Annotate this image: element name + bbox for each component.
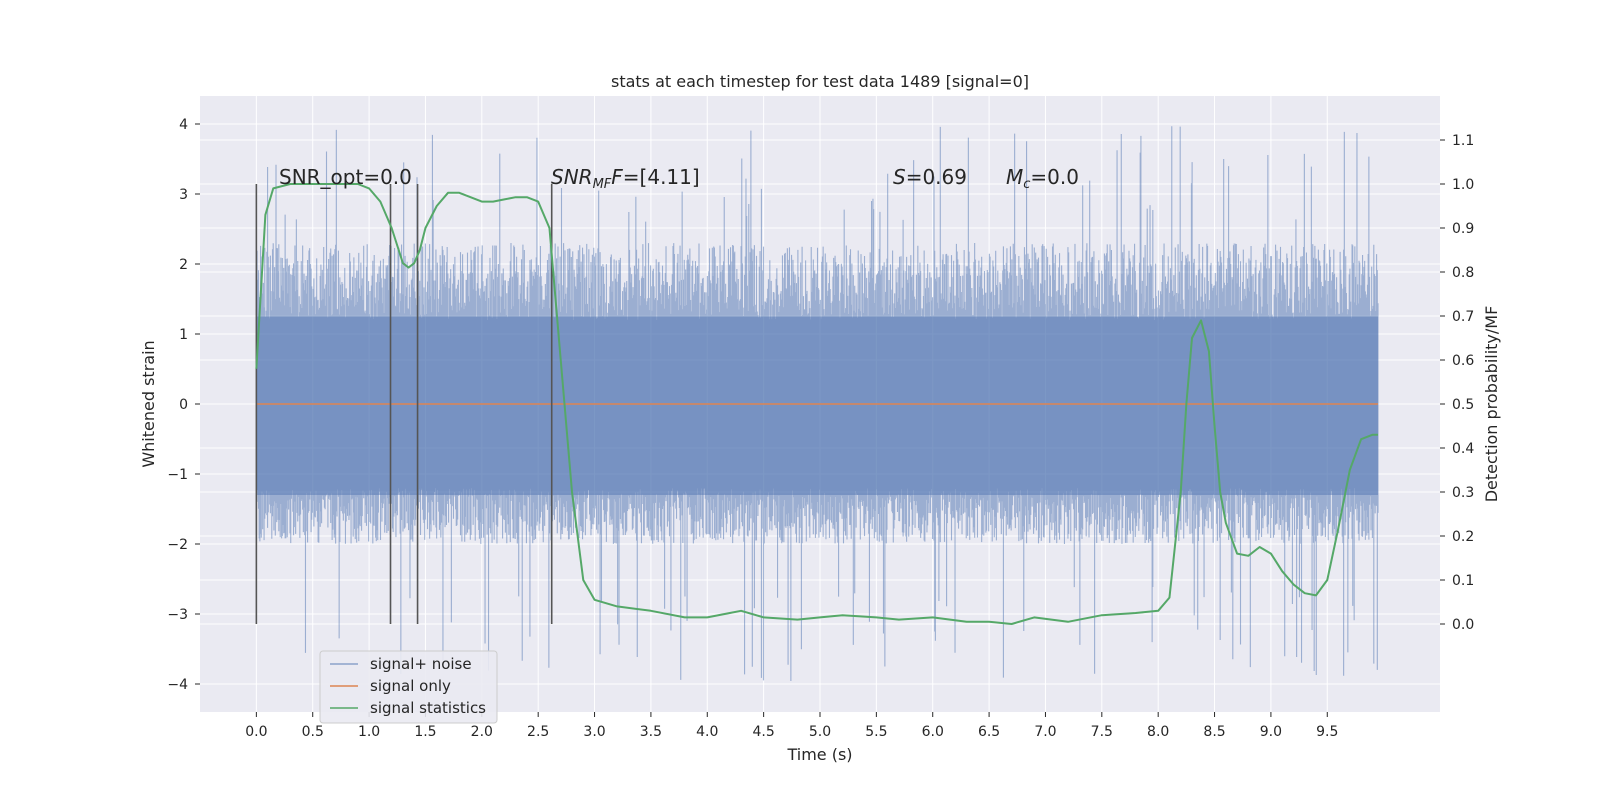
x-tick-label: 8.5 bbox=[1203, 724, 1225, 740]
y-right-tick-label: 0.2 bbox=[1452, 529, 1474, 545]
x-tick-label: 5.0 bbox=[809, 724, 831, 740]
signal-statistics-line bbox=[255, 183, 1378, 625]
y-right-tick-label: 1.1 bbox=[1452, 133, 1474, 149]
x-tick-label: 6.0 bbox=[922, 724, 944, 740]
annotation-mc: Mc=0.0 bbox=[1006, 165, 1079, 192]
y-right-tick-label: 0.1 bbox=[1452, 573, 1474, 589]
y-right-tick-label: 0.9 bbox=[1452, 221, 1474, 237]
x-tick-label: 4.5 bbox=[753, 724, 775, 740]
x-axis-label: Time (s) bbox=[786, 745, 852, 764]
y-left-tick-label: −4 bbox=[167, 677, 188, 693]
y-right-tick-label: 0.3 bbox=[1452, 485, 1474, 501]
y-right-tick-label: 0.8 bbox=[1452, 265, 1474, 281]
x-tick-label: 1.5 bbox=[414, 724, 436, 740]
legend-label-signal-statistics: signal statistics bbox=[370, 699, 486, 717]
x-tick-label: 9.0 bbox=[1260, 724, 1282, 740]
y-left-tick-label: −1 bbox=[167, 467, 188, 483]
y-right-tick-label: 0.4 bbox=[1452, 441, 1474, 457]
x-tick-label: 8.0 bbox=[1147, 724, 1169, 740]
annotation-s-label: S bbox=[893, 165, 906, 189]
x-tick-label: 7.5 bbox=[1091, 724, 1113, 740]
annotation-mc-value: =0.0 bbox=[1030, 165, 1079, 189]
annotation-snr-opt: SNR_opt=0.0 bbox=[279, 165, 412, 189]
axes: 0.0 0.5 1.0 1.5 2.0 2.5 3.0 3.5 4.0 4.5 5.0 5.5 6.0 6… bbox=[167, 117, 1474, 740]
y-left-tick-label: 1 bbox=[179, 327, 188, 343]
y-left-tick-label: 0 bbox=[179, 397, 188, 413]
x-tick-label: 2.0 bbox=[471, 724, 493, 740]
y-right-tick-label: 0.5 bbox=[1452, 397, 1474, 413]
annotation-mc-subscript: c bbox=[1023, 177, 1030, 192]
annotation-snr-mf-f: F bbox=[611, 165, 623, 189]
legend: signal+ noise signal only signal statist… bbox=[319, 650, 498, 724]
annotation-snr-mf: SNRMFF=[4.11] bbox=[551, 165, 700, 192]
annotation-s: S=0.69 bbox=[893, 165, 967, 189]
x-tick-label: 5.5 bbox=[865, 724, 887, 740]
y-left-tick-label: 3 bbox=[179, 187, 188, 203]
legend-label-signal-only: signal only bbox=[370, 677, 451, 695]
annotation-snr-mf-value: =[4.11] bbox=[623, 165, 700, 189]
x-tick-label: 9.5 bbox=[1316, 724, 1338, 740]
y-left-tick-label: 4 bbox=[179, 117, 188, 133]
x-tick-label: 2.5 bbox=[527, 724, 549, 740]
legend-label-signal-noise: signal+ noise bbox=[370, 655, 472, 673]
y-axis-left-label: Whitened strain bbox=[139, 340, 158, 467]
chart-title: stats at each timestep for test data 148… bbox=[611, 72, 1029, 91]
x-tick-label: 0.0 bbox=[245, 724, 267, 740]
signal-statistics-series bbox=[255, 183, 1378, 625]
y-right-tick-label: 0.6 bbox=[1452, 353, 1474, 369]
y-right-tick-label: 0.7 bbox=[1452, 309, 1474, 325]
x-tick-label: 6.5 bbox=[978, 724, 1000, 740]
x-tick-label: 4.0 bbox=[696, 724, 718, 740]
y-left-tick-label: 2 bbox=[179, 257, 188, 273]
x-tick-label: 3.5 bbox=[640, 724, 662, 740]
y-right-tick-label: 0.0 bbox=[1452, 617, 1474, 633]
x-tick-label: 1.0 bbox=[358, 724, 380, 740]
y-left-tick-label: −3 bbox=[167, 607, 188, 623]
y-left-tick-label: −2 bbox=[167, 537, 188, 553]
legend-box bbox=[319, 650, 498, 724]
annotation-snr-mf-label: SNR bbox=[551, 165, 593, 189]
y-right-tick-label: 1.0 bbox=[1452, 177, 1474, 193]
annotation-mc-label: M bbox=[1006, 165, 1023, 189]
annotation-s-value: =0.69 bbox=[906, 165, 967, 189]
annotation-snr-mf-subscript: MF bbox=[593, 177, 612, 192]
x-tick-label: 7.0 bbox=[1034, 724, 1056, 740]
x-tick-label: 3.0 bbox=[583, 724, 605, 740]
y-axis-right-label: Detection probability/MF bbox=[1482, 306, 1501, 503]
x-tick-label: 0.5 bbox=[302, 724, 324, 740]
